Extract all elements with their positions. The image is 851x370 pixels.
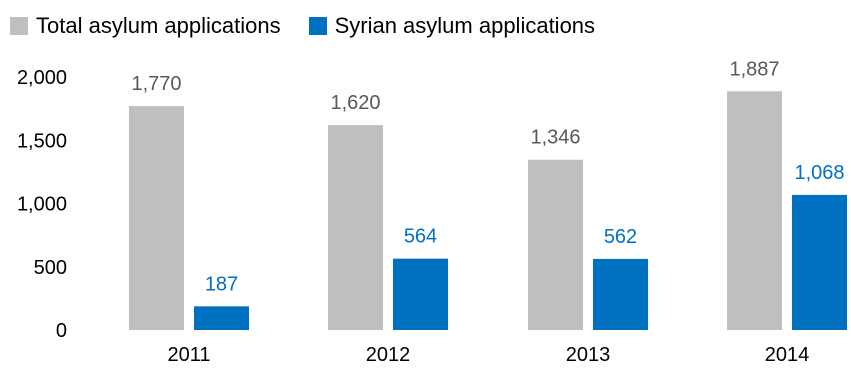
x-tick-label: 2013 [566,344,611,366]
legend-label-syrian: Syrian asylum applications [334,13,596,38]
data-label-total: 1,620 [330,92,380,114]
x-tick-label: 2011 [167,344,210,366]
bar-syrian [393,258,448,330]
bar-total [328,125,383,330]
y-tick-label: 2,000 [17,67,67,89]
y-tick-label: 1,500 [17,130,67,152]
data-label-syrian: 562 [604,226,637,248]
legend-swatch-total [10,17,28,35]
bar-syrian [792,194,847,330]
data-label-syrian: 1,068 [794,162,844,184]
x-axis: 2011 2012 2013 2014 [167,344,809,366]
bar-total [528,159,583,330]
data-label-syrian: 564 [404,226,437,248]
bar-syrian [593,258,648,330]
x-tick-label: 2012 [366,344,411,366]
bars [129,91,847,331]
data-label-total: 1,346 [530,127,580,149]
bar-total [129,106,184,330]
bar-total [727,91,782,331]
legend-item-syrian: Syrian asylum applications [308,13,596,39]
chart-legend: Total asylum applications Syrian asylum … [10,10,595,42]
data-labels: 1,770 187 1,620 564 1,346 562 1,887 1,068 [131,58,844,295]
legend-item-total: Total asylum applications [10,13,281,39]
x-tick-label: 2014 [765,344,810,366]
legend-label-total: Total asylum applications [36,13,281,38]
legend-swatch-syrian [308,17,327,35]
y-tick-label: 500 [34,257,67,279]
data-label-total: 1,887 [729,58,779,80]
data-label-syrian: 187 [205,273,238,295]
y-axis: 0 500 1,000 1,500 2,000 [17,67,67,342]
y-tick-label: 0 [56,320,67,342]
data-label-total: 1,770 [131,73,181,95]
bar-syrian [194,306,249,330]
y-tick-label: 1,000 [17,194,67,216]
